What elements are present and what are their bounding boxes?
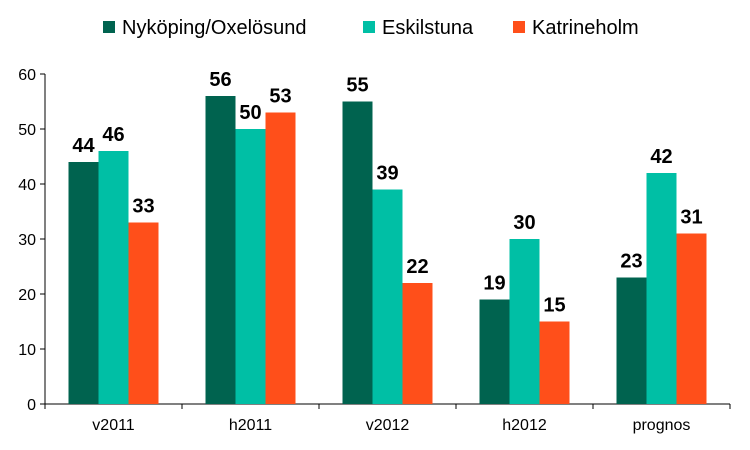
x-tick-label: prognos: [633, 417, 691, 434]
bar-v2012-series-0: [342, 101, 373, 404]
bar-h2011-series-1: [235, 129, 266, 404]
legend-swatch-0: [103, 21, 115, 33]
data-label-h2012-series-0: 19: [483, 273, 505, 295]
x-tick-label: h2012: [502, 417, 547, 434]
data-label-v2011-series-0: 44: [72, 135, 95, 157]
data-label-v2012-series-2: 22: [406, 256, 428, 278]
y-axis: 0 10 20 30 40 50 60: [18, 67, 46, 414]
bar-v2012-series-2: [402, 283, 433, 404]
data-label-v2012-series-0: 55: [346, 75, 368, 97]
bar-h2012-series-2: [539, 321, 570, 404]
data-label-v2011-series-2: 33: [132, 196, 154, 218]
y-tick-label: 10: [18, 342, 36, 359]
x-tick-label: h2011: [229, 417, 272, 434]
y-tick-label: 20: [18, 287, 36, 304]
bars: [68, 96, 707, 404]
bar-prognos-series-0: [616, 277, 647, 404]
y-tick-label: 60: [18, 67, 36, 84]
bar-v2012-series-1: [372, 189, 403, 404]
data-label-h2012-series-1: 30: [513, 212, 535, 234]
data-labels: 44 46 33 56 50 53 55 39 22 19 30 15 23 42 31: [72, 69, 702, 317]
x-tick-label: v2012: [366, 417, 410, 434]
bar-prognos-series-2: [676, 233, 707, 404]
y-tick-label: 30: [18, 232, 36, 249]
legend: Nyköping/Oxelösund Eskilstuna Katrineholm: [103, 17, 639, 39]
x-axis: v2011 h2011 v2012 h2012 prognos: [44, 403, 731, 434]
bar-prognos-series-1: [646, 173, 677, 404]
data-label-v2012-series-1: 39: [376, 163, 398, 185]
y-tick-label: 50: [18, 122, 36, 139]
data-label-prognos-series-2: 31: [680, 207, 702, 229]
bar-v2011-series-2: [128, 222, 159, 404]
bar-h2012-series-1: [509, 239, 540, 404]
data-label-v2011-series-1: 46: [102, 124, 124, 146]
legend-label-1: Eskilstuna: [382, 17, 474, 39]
legend-swatch-1: [363, 21, 375, 33]
bar-h2011-series-2: [265, 112, 296, 404]
bar-v2011-series-1: [98, 151, 129, 404]
bar-h2011-series-0: [205, 96, 236, 404]
bar-v2011-series-0: [68, 162, 99, 404]
legend-label-2: Katrineholm: [532, 17, 639, 39]
data-label-h2011-series-0: 56: [209, 69, 231, 91]
y-tick-label: 0: [27, 397, 36, 414]
data-label-h2011-series-2: 53: [269, 86, 291, 108]
data-label-h2011-series-1: 50: [239, 102, 261, 124]
data-label-prognos-series-0: 23: [620, 251, 642, 273]
bar-h2012-series-0: [479, 299, 510, 404]
y-tick-label: 40: [18, 177, 36, 194]
legend-label-0: Nyköping/Oxelösund: [122, 17, 307, 39]
data-label-h2012-series-2: 15: [543, 295, 565, 317]
legend-swatch-2: [513, 21, 525, 33]
x-tick-label: v2011: [92, 417, 135, 434]
data-label-prognos-series-1: 42: [650, 146, 672, 168]
